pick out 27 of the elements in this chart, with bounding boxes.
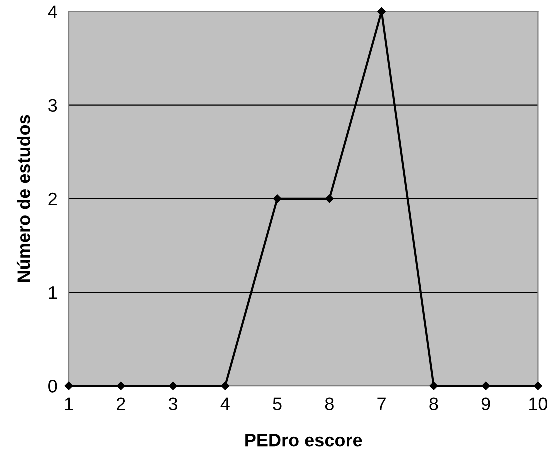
point	[482, 382, 490, 390]
y-tick-label: 1	[49, 286, 58, 300]
point	[534, 382, 542, 390]
y-tick-label: 2	[48, 192, 57, 206]
x-tick-label: 9	[482, 398, 490, 410]
y-tick-label: 0	[48, 380, 58, 393]
point	[117, 382, 126, 390]
x-axis-title: PEDro escore	[246, 434, 362, 447]
x-tick-label: 3	[168, 398, 178, 410]
x-tick-label: 8	[325, 398, 334, 410]
y-tick-label: 4	[48, 6, 58, 18]
point	[430, 382, 438, 390]
y-tick-label: 3	[48, 99, 58, 112]
x-tick-label: 4	[220, 398, 230, 410]
point	[378, 8, 386, 16]
point	[273, 194, 282, 204]
point	[64, 382, 74, 390]
x-tick-label: 1	[65, 398, 74, 410]
x-tick-label: 10	[530, 398, 548, 410]
point	[169, 382, 178, 390]
x-tick-label: 5	[273, 398, 282, 410]
point	[326, 194, 334, 204]
x-tick-label: 7	[378, 398, 386, 410]
y-axis-title: Número de estudos	[16, 115, 30, 282]
x-tick-label: 8	[430, 398, 438, 410]
point	[221, 382, 230, 390]
x-tick-label: 2	[117, 398, 126, 410]
